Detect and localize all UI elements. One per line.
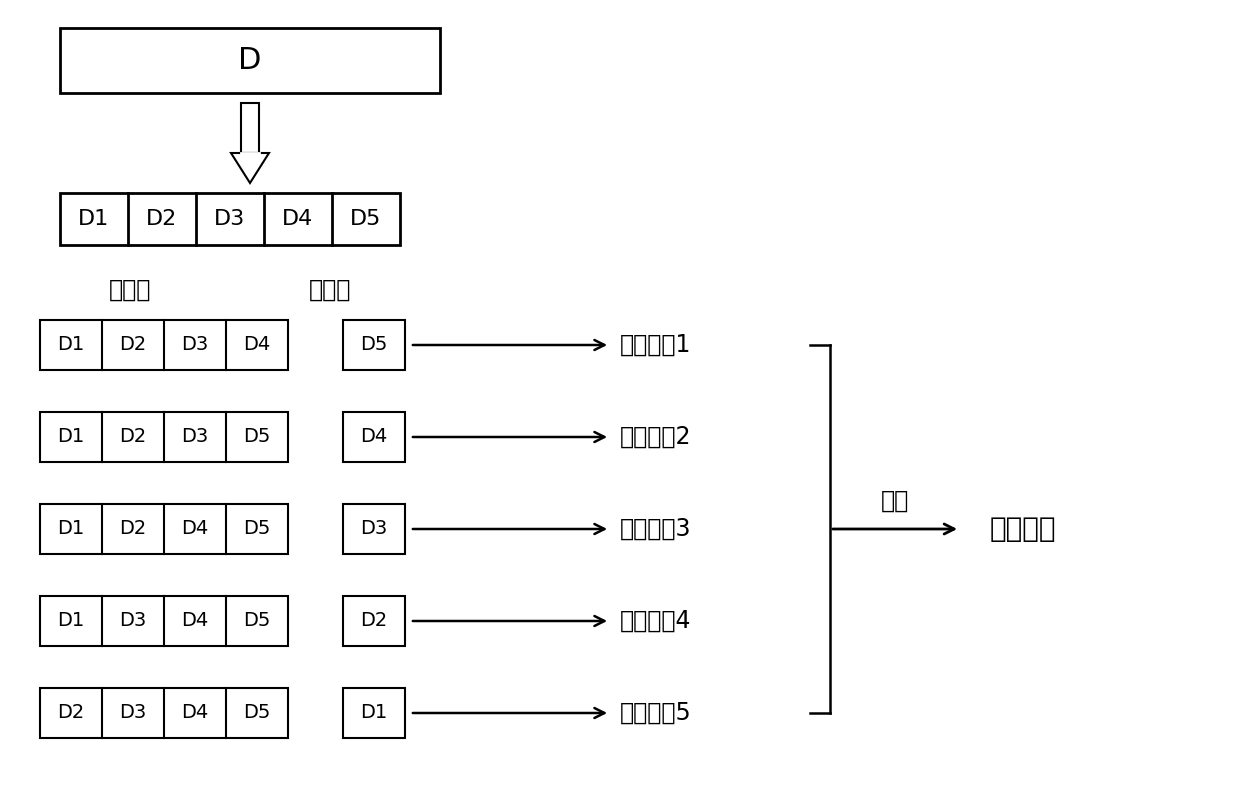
Polygon shape <box>231 153 269 183</box>
Text: 平均: 平均 <box>880 489 909 513</box>
Bar <box>60 28 440 93</box>
Bar <box>343 412 405 462</box>
Bar <box>60 193 401 245</box>
Text: D5: D5 <box>243 428 270 447</box>
Bar <box>40 412 288 462</box>
Text: 测试集: 测试集 <box>309 278 351 302</box>
Text: D4: D4 <box>181 519 208 539</box>
Text: D2: D2 <box>57 704 84 722</box>
Text: D4: D4 <box>361 428 388 447</box>
Text: D5: D5 <box>243 704 270 722</box>
Text: D2: D2 <box>361 611 388 630</box>
Text: D5: D5 <box>361 335 388 354</box>
Bar <box>40 320 288 370</box>
Text: 测试结果2: 测试结果2 <box>620 425 692 449</box>
Text: D3: D3 <box>181 428 208 447</box>
Bar <box>343 320 405 370</box>
Text: D1: D1 <box>57 519 84 539</box>
Text: 测试结果3: 测试结果3 <box>620 517 692 541</box>
Text: D3: D3 <box>181 335 208 354</box>
Text: D3: D3 <box>119 704 146 722</box>
Text: 测试结果5: 测试结果5 <box>620 701 692 725</box>
Bar <box>343 596 405 646</box>
Bar <box>343 504 405 554</box>
Bar <box>40 504 288 554</box>
Text: D4: D4 <box>181 611 208 630</box>
Text: 测试结果1: 测试结果1 <box>620 333 692 357</box>
Text: D2: D2 <box>119 519 146 539</box>
Text: D2: D2 <box>119 428 146 447</box>
Text: D1: D1 <box>57 611 84 630</box>
Text: D3: D3 <box>119 611 146 630</box>
Text: D4: D4 <box>181 704 208 722</box>
Text: D1: D1 <box>57 428 84 447</box>
Text: D3: D3 <box>361 519 388 539</box>
Text: 返回结果: 返回结果 <box>990 515 1056 543</box>
Text: D5: D5 <box>351 209 382 229</box>
Text: D1: D1 <box>78 209 109 229</box>
Text: D1: D1 <box>361 704 388 722</box>
Text: D: D <box>238 46 262 75</box>
Text: D1: D1 <box>57 335 84 354</box>
Bar <box>241 103 259 153</box>
Bar <box>343 688 405 738</box>
Text: 训练集: 训练集 <box>109 278 151 302</box>
Text: D2: D2 <box>146 209 177 229</box>
Bar <box>40 688 288 738</box>
Bar <box>40 596 288 646</box>
Text: D5: D5 <box>243 519 270 539</box>
Text: D5: D5 <box>243 611 270 630</box>
Text: D4: D4 <box>283 209 314 229</box>
Text: 测试结果4: 测试结果4 <box>620 609 692 633</box>
Text: D3: D3 <box>215 209 246 229</box>
Text: D2: D2 <box>119 335 146 354</box>
Text: D4: D4 <box>243 335 270 354</box>
